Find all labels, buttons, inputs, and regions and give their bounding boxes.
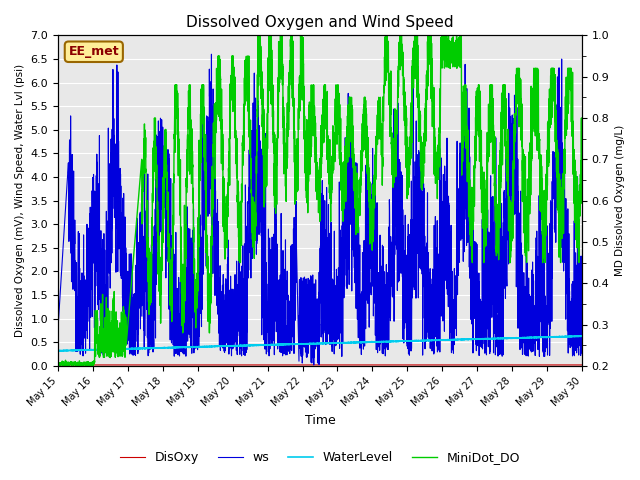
Y-axis label: Dissolved Oxygen (mV), Wind Speed, Water Lvl (psi): Dissolved Oxygen (mV), Wind Speed, Water… bbox=[15, 64, 25, 337]
Title: Dissolved Oxygen and Wind Speed: Dissolved Oxygen and Wind Speed bbox=[186, 15, 454, 30]
Y-axis label: MD Dissolved Oxygen (mg/L): MD Dissolved Oxygen (mg/L) bbox=[615, 125, 625, 276]
Line: MiniDot_DO: MiniDot_DO bbox=[58, 36, 582, 366]
X-axis label: Time: Time bbox=[305, 414, 335, 427]
Legend: DisOxy, ws, WaterLevel, MiniDot_DO: DisOxy, ws, WaterLevel, MiniDot_DO bbox=[115, 446, 525, 469]
Text: EE_met: EE_met bbox=[68, 45, 119, 58]
Line: WaterLevel: WaterLevel bbox=[58, 336, 582, 351]
Line: ws: ws bbox=[58, 54, 582, 365]
